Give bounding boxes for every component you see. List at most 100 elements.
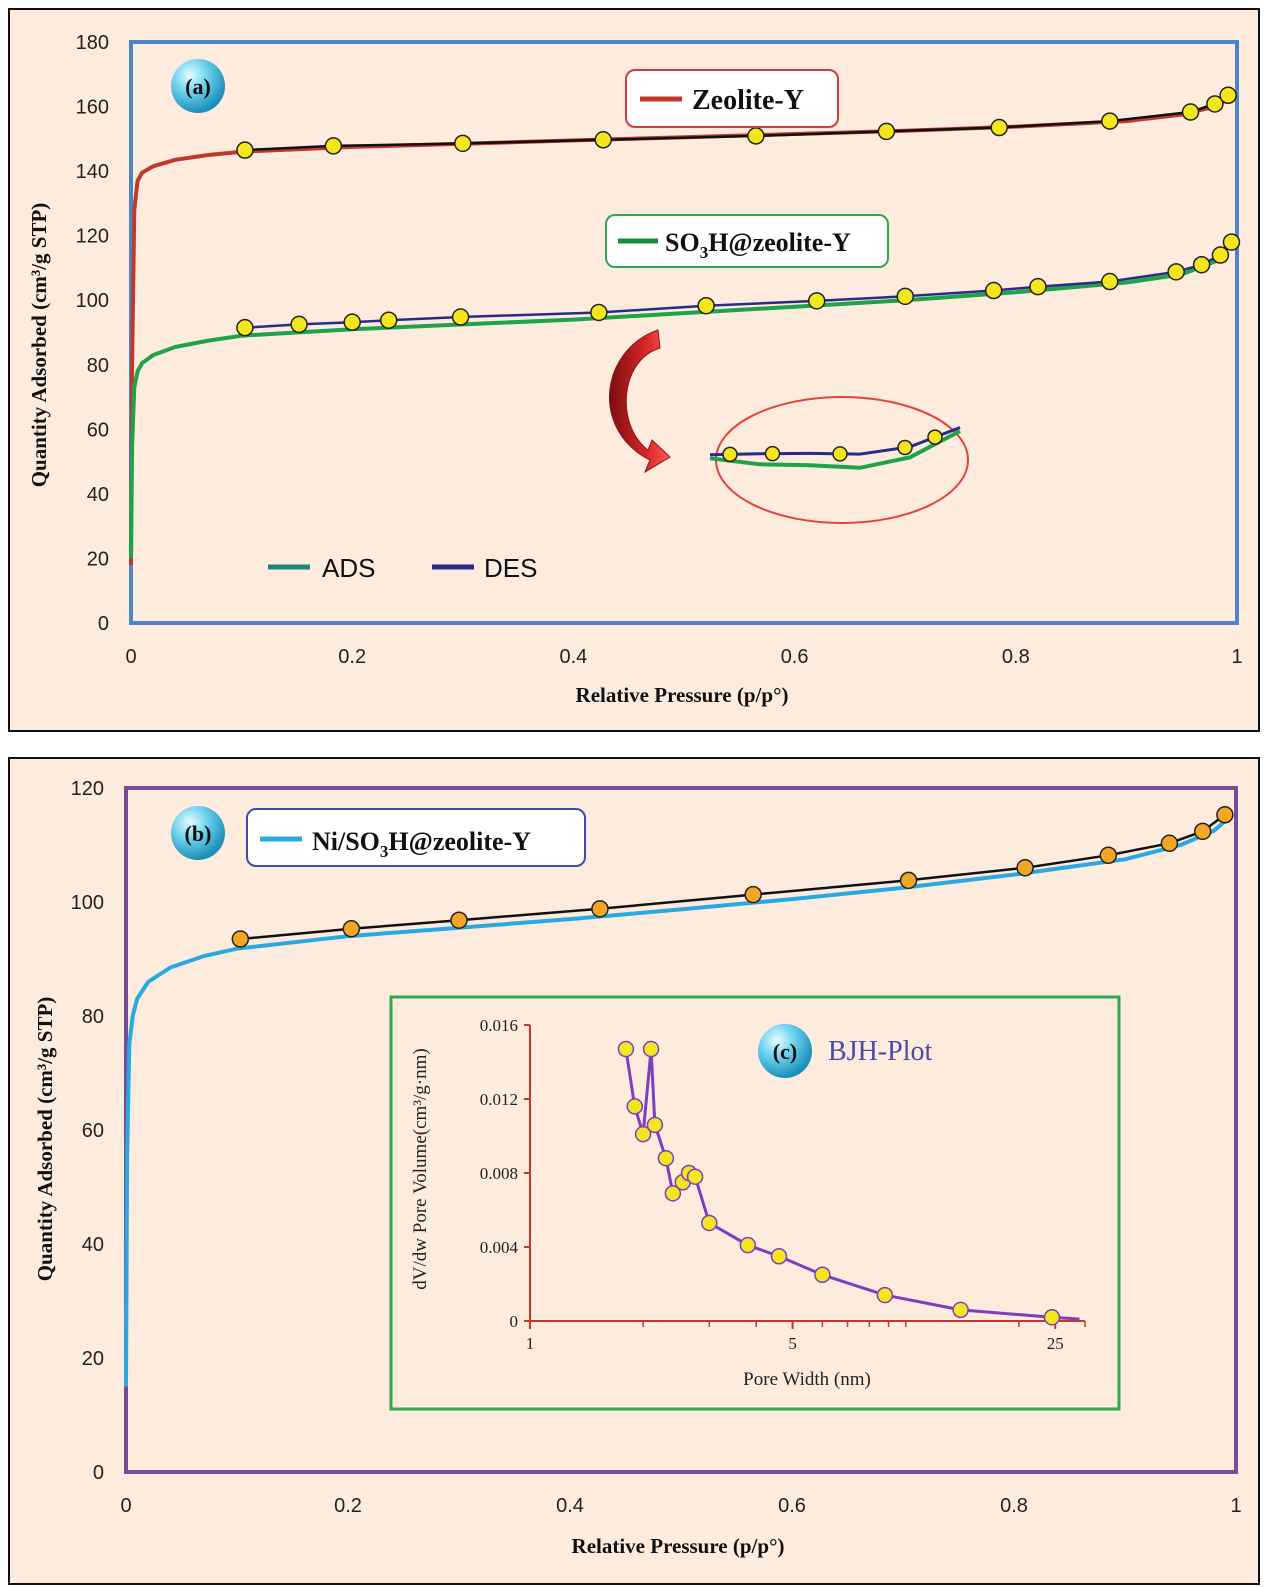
x-tick-label: 0.4: [559, 646, 587, 668]
bjh-inset-frame: [389, 995, 1121, 1411]
legend-ni-box: [246, 808, 586, 867]
data-point-marker: [1099, 846, 1118, 865]
data-point-marker: [1101, 272, 1119, 291]
legend-ads-label: ADS: [322, 553, 375, 583]
bjh-data-point: [770, 1248, 788, 1265]
bjh-data-point: [626, 1098, 643, 1115]
series-line-desorption: [244, 241, 1233, 329]
y-tick-label: 20: [82, 1348, 104, 1370]
legend-zeolite-box: [625, 69, 839, 128]
data-point-marker: [591, 900, 609, 918]
y-tick-label: 60: [87, 419, 109, 441]
data-point-marker: [1101, 112, 1119, 130]
bjh-x-tick-label: 5: [788, 1334, 797, 1353]
bjh-y-tick-label: 0.008: [480, 1164, 518, 1183]
data-point-marker: [231, 930, 250, 948]
data-point-marker: [1222, 233, 1241, 251]
data-point-marker: [1167, 263, 1185, 281]
zoom-data-point: [897, 439, 913, 456]
zoom-data-point: [832, 446, 848, 462]
panel-letter-c: (c): [773, 1039, 797, 1064]
legend-zeolite-label: Zeolite-Y: [692, 85, 804, 116]
y-tick-label: 60: [82, 1120, 104, 1142]
bjh-data-point: [701, 1214, 718, 1232]
zoom-data-point: [927, 429, 943, 445]
x-tick-label: 1: [1230, 1495, 1241, 1517]
x-tick-label: 0.2: [338, 646, 366, 668]
y-tick-label: 120: [71, 778, 104, 800]
data-point-marker: [877, 122, 896, 141]
bjh-y-tick-label: 0.004: [480, 1238, 519, 1257]
y-tick-label: 40: [82, 1234, 104, 1256]
data-point-marker: [899, 871, 918, 890]
bjh-data-point: [634, 1125, 652, 1143]
legend-so3h-label: SO3H@zeolite-Y: [665, 228, 851, 262]
y-tick-label: 40: [87, 484, 109, 506]
data-point-marker: [1211, 246, 1230, 264]
data-point-marker: [236, 141, 254, 159]
panel-letter-badge-a: [171, 59, 225, 113]
x-tick-label: 0.2: [334, 1495, 362, 1517]
data-point-marker: [342, 920, 361, 938]
data-point-marker: [697, 296, 715, 315]
data-point-marker: [1029, 277, 1047, 296]
data-point-marker: [594, 131, 613, 149]
bjh-data-point: [657, 1149, 675, 1167]
bjh-y-tick-label: 0.012: [480, 1090, 518, 1109]
bjh-x-tick-label: 25: [1047, 1334, 1064, 1353]
data-point-marker: [807, 292, 826, 310]
data-point-marker: [1216, 806, 1234, 824]
data-point-marker: [343, 313, 361, 331]
bjh-data-point: [876, 1286, 894, 1304]
bjh-data-point: [664, 1185, 682, 1202]
x-tick-label: 0: [120, 1495, 131, 1517]
data-point-marker: [896, 287, 914, 306]
data-point-marker: [1219, 86, 1237, 105]
bjh-data-point: [646, 1116, 664, 1134]
x-axis-title-b: Relative Pressure (p/p°): [572, 1534, 785, 1558]
data-point-marker: [1192, 255, 1211, 274]
x-tick-label: 0.8: [1002, 646, 1030, 668]
panel-letter-badge-c: [758, 1024, 812, 1078]
data-point-marker: [451, 308, 470, 326]
data-point-marker: [450, 911, 468, 929]
data-point-marker: [236, 318, 254, 337]
y-tick-label: 180: [76, 32, 109, 54]
bjh-data-point: [739, 1236, 757, 1254]
y-tick-label: 140: [76, 161, 109, 183]
y-tick-label: 0: [93, 1462, 104, 1484]
x-tick-label: 0.4: [556, 1495, 584, 1517]
bjh-x-axis-title: Pore Width (nm): [743, 1369, 871, 1390]
data-point-marker: [1181, 103, 1200, 121]
x-axis-title-a: Relative Pressure (p/p°): [576, 683, 789, 707]
data-point-marker: [1160, 834, 1179, 853]
chart-b-svg: 0 20 40 60 80 100 120 0 0.2 0.4 0.6 0.8 1 Relative …: [33, 778, 1242, 1558]
y-tick-label: 80: [82, 1006, 104, 1028]
y-tick-label: 0: [98, 613, 109, 635]
bjh-data-point: [952, 1301, 969, 1319]
y-axis-title-b: Quantity Adsorbed (cm³/g STP): [33, 997, 57, 1282]
data-point-marker: [379, 311, 398, 329]
bjh-data-point: [686, 1168, 704, 1185]
data-point-marker: [1016, 859, 1034, 877]
y-tick-label: 100: [76, 290, 109, 312]
y-axis-title-a: Quantity Adsorbed (cm³/g STP): [27, 203, 51, 488]
data-point-marker: [990, 118, 1008, 137]
bjh-y-axis-title: dV/dw Pore Volume(cm³/g·nm): [410, 1048, 431, 1289]
bjh-data-point: [642, 1040, 660, 1058]
bjh-y-tick-label: 0: [510, 1312, 519, 1331]
x-tick-label: 0.6: [778, 1495, 806, 1517]
bjh-data-point: [814, 1266, 831, 1283]
legend-ni-label: Ni/SO3H@zeolite-Y: [312, 827, 531, 861]
data-point-marker: [1206, 95, 1224, 113]
bjh-data-point: [617, 1040, 635, 1058]
x-tick-label: 0.8: [1000, 1495, 1028, 1517]
panel-letter-a: (a): [185, 74, 211, 99]
y-tick-label: 80: [87, 355, 109, 377]
y-tick-label: 100: [71, 892, 104, 914]
y-tick-label: 120: [76, 226, 109, 248]
zoom-ads-line: [709, 429, 961, 470]
data-point-marker: [1193, 822, 1212, 841]
x-tick-label: 0: [125, 646, 136, 668]
